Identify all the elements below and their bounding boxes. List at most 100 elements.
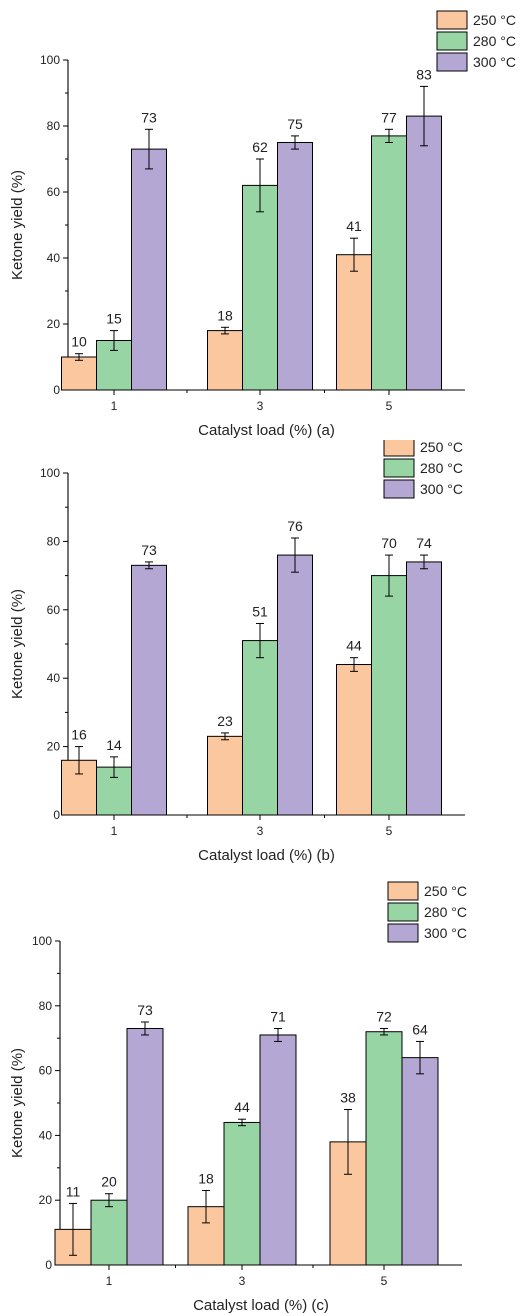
data-label: 77: [381, 109, 397, 125]
y-tick-label: 80: [47, 534, 61, 548]
bar: [406, 115, 442, 391]
y-tick-label: 40: [39, 1128, 53, 1142]
x-tick-label: 3: [257, 824, 264, 838]
y-tick-label: 100: [32, 934, 52, 948]
x-tick-label: 3: [257, 399, 264, 413]
y-tick-label: 0: [53, 383, 60, 397]
data-label: 18: [198, 1170, 214, 1186]
bar: [242, 640, 278, 816]
y-axis-title: Ketone yield (%): [9, 170, 26, 280]
y-axis-title: Ketone yield (%): [9, 589, 26, 699]
y-axis-title: Ketone yield (%): [9, 1048, 26, 1158]
bar: [406, 561, 442, 816]
bar: [277, 554, 313, 816]
bar: [126, 1027, 164, 1266]
bar: [61, 356, 97, 391]
y-tick-label: 60: [39, 1064, 53, 1078]
data-label: 76: [287, 518, 303, 534]
bar: [242, 184, 278, 391]
bar: [336, 664, 372, 816]
legend-swatch: [383, 458, 415, 478]
data-label: 18: [217, 307, 233, 323]
x-tick-label: 5: [386, 399, 393, 413]
x-tick-label: 3: [239, 1274, 246, 1288]
y-tick-label: 100: [40, 466, 60, 480]
bar: [277, 142, 313, 391]
bar: [131, 564, 167, 816]
legend-swatch: [387, 881, 419, 901]
data-label: 72: [376, 1008, 392, 1024]
x-tick-label: 1: [111, 399, 118, 413]
data-label: 20: [101, 1174, 117, 1190]
legend-swatch: [387, 923, 419, 943]
y-tick-label: 20: [47, 740, 61, 754]
legend-swatch: [383, 479, 415, 499]
data-label: 10: [71, 334, 87, 350]
legend-label: 250 °C: [473, 12, 516, 28]
bar: [207, 330, 243, 391]
legend-label: 250 °C: [424, 883, 467, 899]
legend-label: 300 °C: [420, 481, 463, 497]
data-label: 73: [141, 109, 157, 125]
data-label: 23: [217, 713, 233, 729]
y-tick-label: 60: [47, 185, 61, 199]
legend-swatch: [436, 31, 468, 51]
x-axis-title: Catalyst load (%) (b): [198, 847, 335, 864]
y-tick-label: 40: [47, 671, 61, 685]
legend-swatch: [387, 902, 419, 922]
x-tick-label: 1: [111, 824, 118, 838]
x-axis-title: Catalyst load (%) (a): [198, 422, 335, 439]
data-label: 11: [66, 1183, 81, 1199]
y-tick-label: 0: [45, 1258, 52, 1272]
data-label: 83: [416, 66, 432, 82]
bar: [259, 1034, 297, 1266]
data-label: 64: [412, 1021, 428, 1037]
data-label: 41: [346, 218, 362, 234]
y-tick-label: 0: [53, 808, 60, 822]
legend-label: 250 °C: [420, 440, 463, 455]
chart-panel-b: 0 20 40 60 80 100 1 3 5 Catalyst load (%) (b) Keto…: [0, 440, 530, 880]
y-tick-label: 20: [47, 317, 61, 331]
data-label: 51: [252, 603, 268, 619]
legend-label: 280 °C: [420, 460, 463, 476]
bar: [401, 1057, 439, 1266]
data-label: 73: [141, 542, 157, 558]
chart-svg-c: 0 20 40 60 80 100 1 3 5 Catalyst load (%) (c) Keto…: [9, 881, 467, 1314]
x-tick-label: 5: [386, 824, 393, 838]
x-tick-label: 1: [106, 1274, 113, 1288]
data-label: 70: [381, 535, 397, 551]
legend-label: 300 °C: [424, 925, 467, 941]
bar: [371, 135, 407, 391]
chart-panel-c: 0 20 40 60 80 100 1 3 5 Catalyst load (%) (c) Keto…: [0, 880, 530, 1316]
data-label: 74: [416, 535, 432, 551]
y-tick-label: 60: [47, 603, 61, 617]
bar: [365, 1031, 403, 1266]
y-tick-label: 40: [47, 251, 61, 265]
bar: [223, 1121, 261, 1266]
data-label: 14: [106, 737, 122, 753]
legend-label: 300 °C: [473, 54, 516, 70]
legend-label: 280 °C: [424, 904, 467, 920]
y-tick-label: 80: [39, 999, 53, 1013]
data-label: 75: [287, 116, 303, 132]
y-tick-label: 80: [47, 119, 61, 133]
bar: [131, 148, 167, 391]
chart-svg-a: 0 20 40 60 80 100 1 3 5 Catalyst load (%) (a) Keto…: [9, 10, 516, 439]
bar: [207, 735, 243, 816]
y-tick-label: 100: [40, 53, 60, 67]
data-label: 38: [340, 1089, 356, 1105]
data-label: 16: [71, 727, 87, 743]
chart-panel-a: 0 20 40 60 80 100 1 3 5 Catalyst load (%) (a) Keto…: [0, 0, 530, 440]
bar: [90, 1199, 128, 1266]
legend-swatch: [383, 440, 415, 457]
legend-swatch: [436, 10, 468, 30]
data-label: 73: [137, 1002, 153, 1018]
x-tick-label: 5: [381, 1274, 388, 1288]
chart-svg-b: 0 20 40 60 80 100 1 3 5 Catalyst load (%) (b) Keto…: [9, 440, 465, 864]
y-tick-label: 20: [39, 1193, 53, 1207]
data-label: 15: [106, 311, 122, 327]
data-label: 62: [252, 139, 268, 155]
x-axis-title: Catalyst load (%) (c): [193, 1297, 329, 1314]
legend-swatch: [436, 52, 468, 72]
bar: [336, 254, 372, 391]
